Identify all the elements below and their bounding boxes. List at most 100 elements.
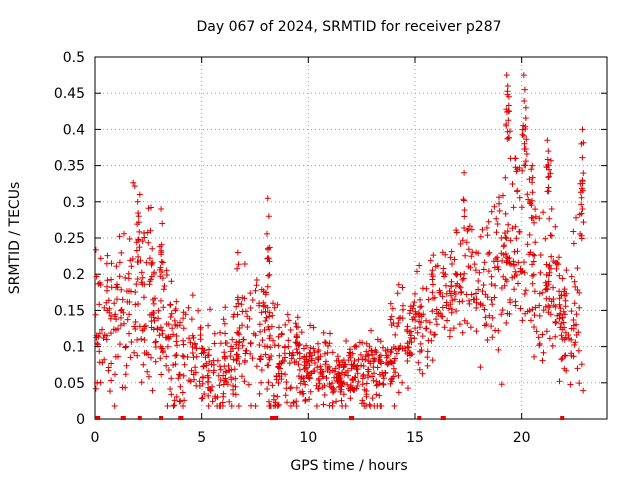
data-point bbox=[159, 259, 166, 266]
data-point bbox=[96, 416, 101, 420]
data-point bbox=[524, 308, 531, 315]
data-point bbox=[447, 254, 454, 261]
data-point bbox=[210, 361, 217, 368]
data-point bbox=[230, 313, 237, 320]
data-point bbox=[575, 347, 582, 354]
data-point bbox=[572, 339, 579, 346]
data-point bbox=[135, 237, 142, 243]
data-point bbox=[256, 321, 263, 328]
data-point bbox=[128, 339, 135, 345]
data-point bbox=[399, 284, 406, 291]
data-point bbox=[536, 340, 543, 347]
data-point bbox=[576, 380, 583, 387]
data-point bbox=[267, 344, 274, 351]
data-point bbox=[460, 275, 467, 282]
data-point bbox=[228, 343, 235, 350]
data-point bbox=[164, 334, 170, 341]
data-point bbox=[205, 392, 212, 399]
data-point bbox=[559, 355, 566, 362]
data-point bbox=[395, 346, 402, 353]
data-point bbox=[155, 307, 162, 314]
data-point bbox=[326, 381, 333, 387]
data-point bbox=[156, 332, 163, 339]
data-point bbox=[111, 300, 118, 307]
data-point bbox=[485, 251, 492, 257]
data-point bbox=[314, 364, 321, 371]
data-point bbox=[552, 333, 559, 340]
data-point bbox=[160, 286, 167, 293]
data-point bbox=[369, 395, 376, 402]
data-point bbox=[510, 204, 517, 211]
data-point bbox=[282, 354, 289, 361]
data-point bbox=[374, 336, 381, 343]
data-point bbox=[168, 310, 175, 317]
data-point bbox=[341, 371, 348, 378]
chart-title: Day 067 of 2024, SRMTID for receiver p28… bbox=[196, 19, 501, 35]
data-point bbox=[322, 339, 328, 346]
data-point bbox=[264, 255, 271, 262]
data-point bbox=[181, 397, 188, 404]
data-point bbox=[146, 373, 152, 380]
data-point bbox=[158, 297, 164, 304]
data-point bbox=[354, 370, 361, 377]
data-point bbox=[268, 323, 275, 330]
data-point bbox=[466, 223, 473, 230]
data-point bbox=[165, 367, 172, 373]
data-point bbox=[419, 285, 426, 292]
data-point bbox=[222, 368, 229, 375]
data-point bbox=[239, 373, 245, 380]
data-point bbox=[496, 194, 502, 201]
data-point bbox=[290, 352, 297, 359]
data-point bbox=[552, 223, 559, 230]
data-point bbox=[492, 282, 499, 289]
data-point bbox=[504, 228, 511, 235]
data-point bbox=[412, 290, 418, 297]
data-point bbox=[222, 330, 229, 337]
data-point bbox=[493, 229, 500, 236]
data-point bbox=[180, 403, 186, 409]
data-point bbox=[134, 259, 141, 265]
data-point bbox=[217, 329, 224, 336]
data-point bbox=[177, 398, 184, 405]
data-point bbox=[315, 354, 321, 361]
data-point bbox=[189, 332, 196, 339]
data-point bbox=[503, 121, 510, 128]
data-point bbox=[392, 331, 399, 338]
data-point bbox=[505, 93, 512, 100]
data-point bbox=[286, 360, 293, 367]
data-point bbox=[548, 253, 555, 260]
data-point bbox=[96, 301, 103, 308]
data-point bbox=[537, 269, 544, 276]
data-point bbox=[507, 155, 514, 162]
data-point bbox=[522, 104, 529, 111]
data-point bbox=[207, 306, 213, 313]
data-point bbox=[290, 399, 297, 406]
data-point bbox=[257, 328, 264, 335]
data-point bbox=[363, 393, 370, 400]
x-tick-label: 15 bbox=[406, 430, 424, 446]
data-point bbox=[406, 310, 413, 317]
data-point bbox=[377, 403, 384, 409]
data-point bbox=[188, 367, 195, 374]
data-point bbox=[507, 260, 514, 267]
data-point bbox=[126, 330, 132, 337]
data-point bbox=[521, 98, 528, 104]
data-point bbox=[417, 296, 423, 303]
data-point bbox=[449, 306, 455, 313]
data-point bbox=[263, 314, 270, 321]
data-point bbox=[521, 146, 528, 152]
data-point bbox=[338, 397, 345, 404]
data-point bbox=[206, 346, 212, 353]
data-point bbox=[247, 305, 254, 311]
data-point bbox=[568, 308, 575, 315]
data-point bbox=[96, 330, 103, 337]
data-point bbox=[505, 221, 512, 228]
data-point bbox=[158, 247, 165, 254]
data-point bbox=[245, 381, 252, 388]
data-point bbox=[373, 391, 380, 398]
data-point bbox=[556, 288, 563, 295]
data-point bbox=[138, 269, 145, 276]
data-point bbox=[131, 183, 138, 190]
data-point bbox=[142, 322, 149, 329]
y-tick-label: 0.25 bbox=[54, 231, 85, 247]
